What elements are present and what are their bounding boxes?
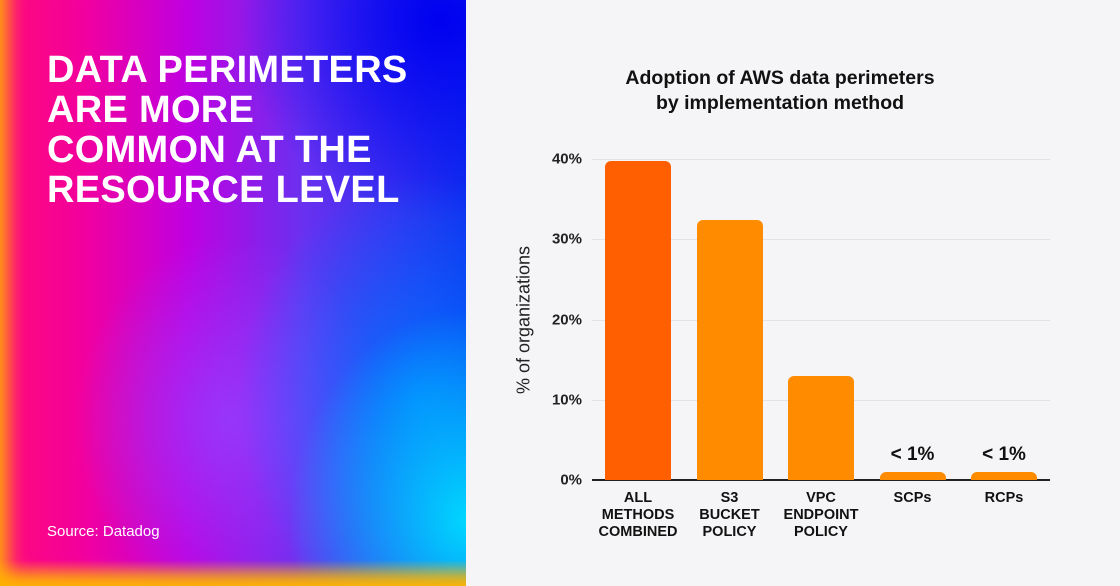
x-axis-line bbox=[592, 479, 1050, 481]
x-tick-label-line: SCPs bbox=[893, 490, 932, 506]
x-tick-label-line: COMBINED bbox=[598, 524, 678, 540]
headline-line: ARE MORE bbox=[47, 89, 255, 131]
headline-line: DATA PERIMETERS bbox=[47, 49, 408, 91]
chart-title: Adoption of AWS data perimeters by imple… bbox=[540, 66, 1020, 116]
y-tick-label: 30% bbox=[551, 230, 582, 248]
headline-line: RESOURCE LEVEL bbox=[47, 169, 400, 211]
bar-value-label: < 1% bbox=[982, 443, 1026, 465]
chart-title-line: by implementation method bbox=[655, 92, 905, 114]
x-tick-label-line: ALL bbox=[623, 490, 653, 506]
bar bbox=[879, 471, 946, 480]
x-tick-label-line: METHODS bbox=[601, 507, 675, 523]
bar bbox=[971, 471, 1037, 480]
chart-title-line: Adoption of AWS data perimeters bbox=[625, 67, 935, 89]
gridline bbox=[592, 320, 1050, 321]
x-tick-label-line: POLICY bbox=[702, 524, 757, 540]
x-tick-label-line: ENDPOINT bbox=[783, 507, 859, 523]
y-tick-label: 40% bbox=[551, 150, 582, 168]
bar bbox=[788, 375, 854, 480]
x-tick-label-line: VPC bbox=[806, 490, 836, 506]
x-tick-label-line: BUCKET bbox=[699, 507, 760, 523]
x-tick-label: S3 BUCKET POLICY bbox=[675, 490, 785, 541]
x-tick-label-line: RCPs bbox=[984, 490, 1024, 506]
x-tick-label: VPC ENDPOINT POLICY bbox=[766, 490, 876, 541]
bar bbox=[605, 161, 671, 480]
y-tick-label: 10% bbox=[551, 391, 582, 409]
x-tick-label: ALL METHODS COMBINED bbox=[583, 490, 693, 541]
headline-line: COMMON AT THE bbox=[47, 129, 372, 171]
headline-panel: DATA PERIMETERS ARE MORE COMMON AT THE R… bbox=[0, 0, 466, 586]
y-tick-label: 20% bbox=[551, 311, 582, 328]
y-tick-label: 0% bbox=[560, 471, 582, 489]
x-tick-label: SCPs bbox=[858, 490, 968, 507]
gridline bbox=[592, 239, 1050, 240]
x-tick-label-line: POLICY bbox=[794, 524, 848, 540]
headline: DATA PERIMETERS ARE MORE COMMON AT THE R… bbox=[47, 50, 457, 210]
bar bbox=[696, 219, 763, 480]
bar-value-label: < 1% bbox=[890, 443, 935, 465]
gridline bbox=[592, 159, 1050, 160]
source-note: Source: Datadog bbox=[47, 523, 160, 540]
x-tick-label: RCPs bbox=[949, 490, 1059, 507]
x-tick-label-line: S3 bbox=[720, 490, 739, 506]
